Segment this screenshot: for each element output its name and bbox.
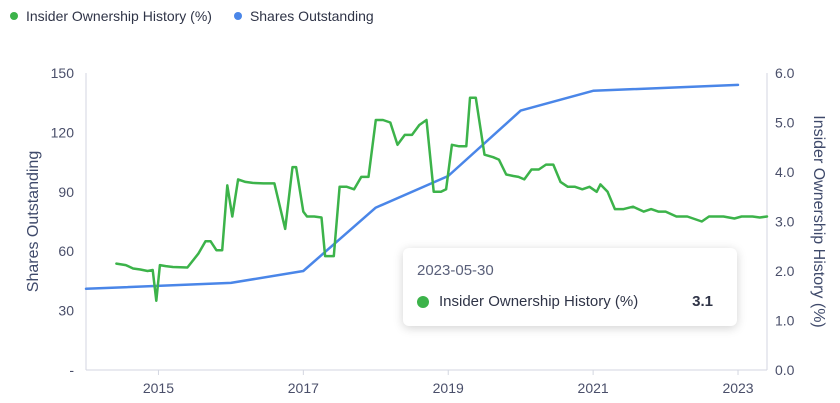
tooltip-series-label: Insider Ownership History (%) [439,293,639,310]
y-axis-left-title: Shares Outstanding [25,151,42,292]
series-line-shares-outstanding [84,83,740,291]
y-axis-right-title: Insider Ownership History (%) [810,115,827,328]
y-left-tick-label: 30 [58,303,74,319]
y-left-tick-label: 150 [51,65,75,81]
x-tick-label: 2021 [578,380,609,396]
y-left-tick-label: - [69,362,74,378]
x-tick-label: 2017 [288,380,319,396]
y-right-tick-label: 3.0 [775,214,795,230]
series-line-insider-ownership-history [115,96,769,302]
x-tick-label: 2019 [433,380,464,396]
y-right-tick-label: 4.0 [775,164,795,180]
legend-item-shares-outstanding[interactable]: Shares Outstanding [233,8,374,24]
axes: 2015 2017 2019 2021 2023 - 30 60 90 120 150 0.0 1.0 2… [51,65,795,396]
chart-tooltip: 2023-05-30 Insider Ownership History (%)… [403,248,737,326]
legend-dot-icon [10,12,18,20]
y-right-tick-label: 5.0 [775,115,795,131]
y-left-tick-label: 120 [51,124,75,140]
tooltip-date: 2023-05-30 [417,262,494,279]
legend-label: Shares Outstanding [249,8,374,24]
y-right-tick-label: 1.0 [775,313,795,329]
legend-item-insider-ownership[interactable]: Insider Ownership History (%) [10,8,212,24]
legend-label: Insider Ownership History (%) [26,8,212,24]
series-lines [84,83,769,302]
tooltip-value: 3.1 [692,293,713,310]
y-right-tick-label: 2.0 [775,263,795,279]
y-left-tick-label: 90 [58,184,74,200]
legend-dot-icon [233,12,242,20]
axis-titles: Shares Outstanding Insider Ownership Hist… [25,115,827,328]
x-tick-label: 2023 [722,380,753,396]
legend: Insider Ownership History (%) Shares Out… [10,8,374,24]
y-right-tick-label: 0.0 [775,362,795,378]
y-right-tick-label: 6.0 [775,65,795,81]
tooltip-row: Insider Ownership History (%) 3.1 [417,293,723,310]
x-tick-label: 2015 [143,380,174,396]
tooltip-series-dot-icon [417,295,429,308]
y-left-tick-label: 60 [58,243,74,259]
